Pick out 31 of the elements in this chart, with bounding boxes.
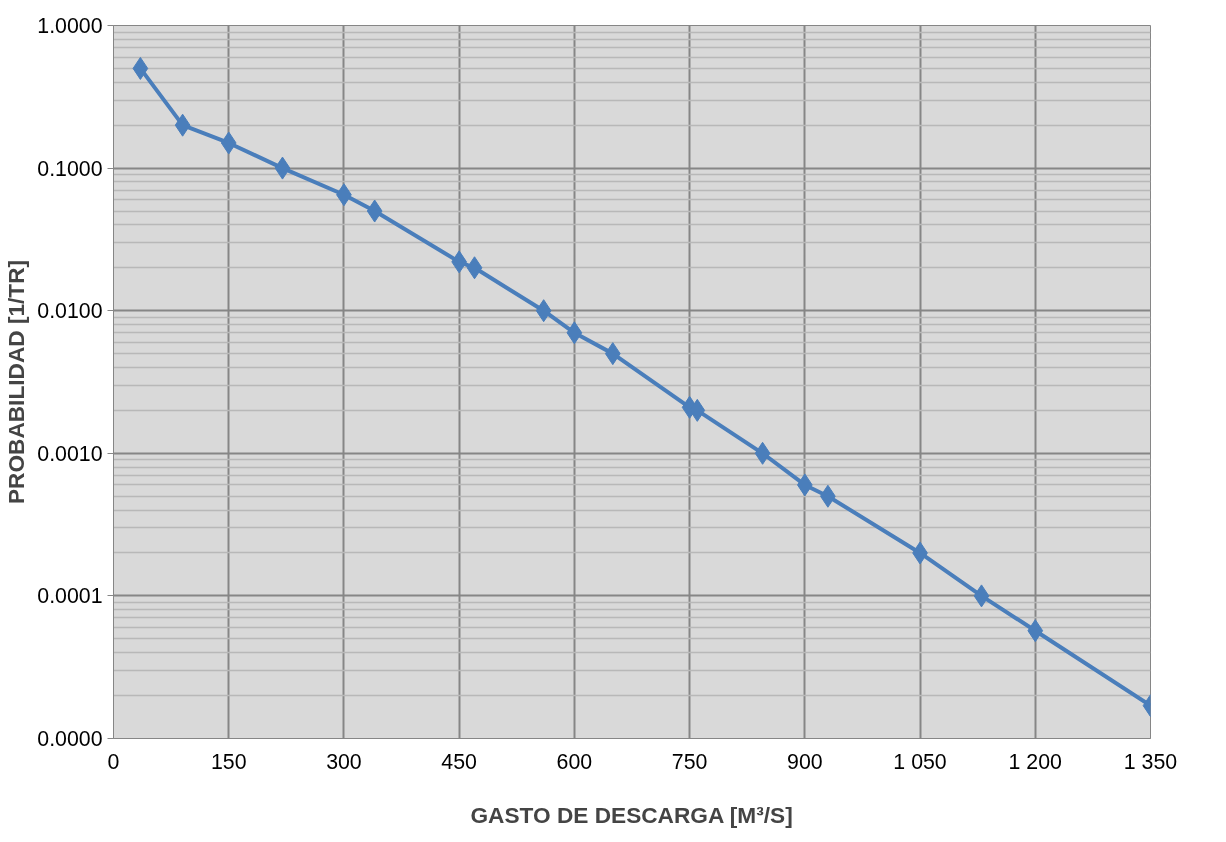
point xyxy=(174,113,191,137)
point xyxy=(689,398,706,422)
x-tick-label: 1 200 xyxy=(1008,749,1063,774)
x-tick-label: 1 050 xyxy=(893,749,947,774)
x-axis-title: GASTO DE DESCARGA [M³/S] xyxy=(470,801,793,828)
point xyxy=(274,156,291,180)
y-tick-label: 0.0010 xyxy=(37,441,103,466)
y-tick-label: 0.0000 xyxy=(37,727,103,751)
point xyxy=(566,321,583,345)
point xyxy=(132,56,149,80)
point xyxy=(1027,619,1044,643)
x-tick-label: 750 xyxy=(671,749,708,774)
x-tick-label: 450 xyxy=(441,749,478,774)
point xyxy=(973,584,990,608)
point xyxy=(754,441,771,465)
point xyxy=(366,199,383,223)
x-tick-label: 1 350 xyxy=(1123,749,1178,774)
y-axis-title: PROBABILIDAD [1/TR] xyxy=(3,259,30,505)
y-tick-label: 0.0100 xyxy=(37,299,103,324)
y-tick-label: 1.0000 xyxy=(37,14,103,38)
point xyxy=(604,342,621,366)
y-tick-label: 0.0001 xyxy=(37,584,103,609)
x-tick-label: 900 xyxy=(787,749,823,774)
point xyxy=(466,256,483,280)
y-tick-label: 0.1000 xyxy=(37,156,103,181)
x-tick-label: 150 xyxy=(210,749,247,774)
x-tick-label: 300 xyxy=(326,749,362,774)
point xyxy=(535,299,552,323)
x-tick-label: 0 xyxy=(107,749,120,774)
x-tick-label: 600 xyxy=(556,749,593,774)
point xyxy=(220,131,237,155)
